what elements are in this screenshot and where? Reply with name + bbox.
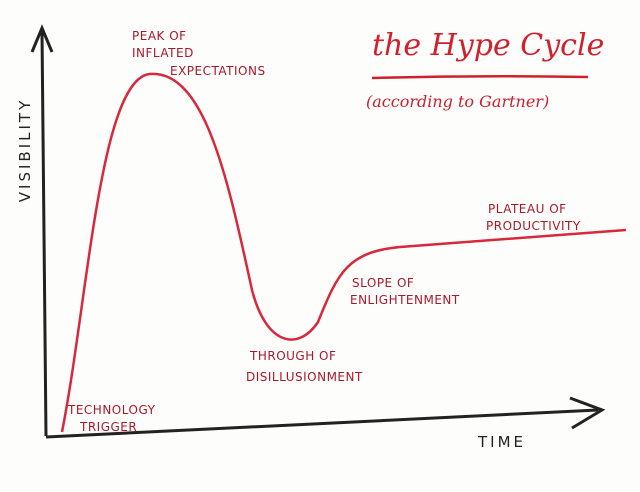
x-axis-arrow [569, 396, 606, 430]
x-axis-label: TIME [477, 433, 526, 451]
phase-label: TECHNOLOGY [67, 403, 156, 417]
y-axis-label: VISIBILITY [16, 98, 34, 202]
y-axis [40, 31, 48, 437]
phase-label: PLATEAU OF [488, 202, 567, 216]
phase-label: PEAK OF [132, 29, 187, 43]
subtitle: (according to Gartner) [366, 92, 549, 111]
phase-label: ENLIGHTENMENT [350, 293, 460, 307]
hype-curve [60, 72, 627, 433]
phase-label: THROUGH OF [249, 349, 336, 363]
phase-label: PRODUCTIVITY [486, 219, 581, 233]
title-underline [371, 74, 589, 80]
phase-label: SLOPE OF [352, 276, 414, 290]
phase-label: TRIGGER [79, 420, 137, 434]
phase-label: INFLATED [132, 46, 194, 60]
y-axis-arrow [30, 24, 54, 53]
phase-label: DISILLUSIONMENT [246, 370, 363, 384]
x-axis [45, 408, 599, 439]
phase-label: EXPECTATIONS [170, 64, 266, 78]
title: the Hype Cycle [372, 28, 604, 63]
